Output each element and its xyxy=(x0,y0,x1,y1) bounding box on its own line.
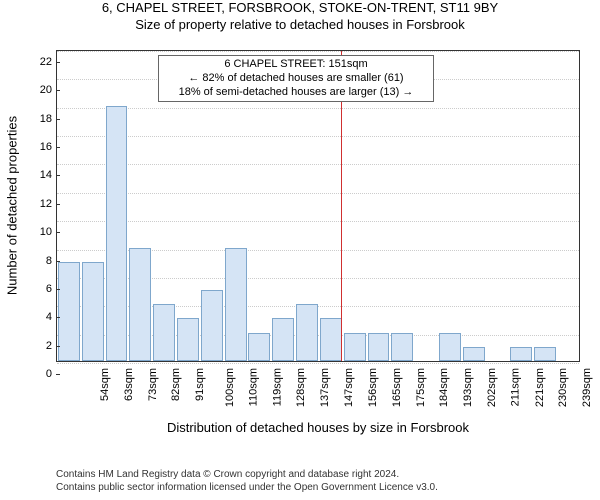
x-tick-label: 211sqm xyxy=(509,368,521,406)
gridline xyxy=(57,363,579,364)
x-tick-label: 202sqm xyxy=(486,368,498,407)
y-tick-label: 0 xyxy=(0,368,56,380)
x-tick-label: 184sqm xyxy=(439,368,451,407)
x-tick-label: 156sqm xyxy=(367,368,379,407)
bar xyxy=(201,290,223,361)
x-tick-label: 91sqm xyxy=(194,368,206,401)
y-tick-label: 22 xyxy=(0,56,56,68)
bar xyxy=(439,333,461,361)
bar xyxy=(296,304,318,361)
gridline xyxy=(57,193,579,194)
bar xyxy=(534,347,556,361)
footer-attribution: Contains HM Land Registry data © Crown c… xyxy=(56,468,438,494)
gridline xyxy=(57,136,579,137)
bar xyxy=(82,262,104,361)
bar xyxy=(463,347,485,361)
chart-title: 6, CHAPEL STREET, FORSBROOK, STOKE-ON-TR… xyxy=(0,0,600,15)
x-tick-label: 82sqm xyxy=(170,368,182,401)
y-tick-label: 14 xyxy=(0,169,56,181)
x-tick-label: 230sqm xyxy=(558,368,570,407)
x-tick-label: 63sqm xyxy=(123,368,135,401)
annotation-line: ← 82% of detached houses are smaller (61… xyxy=(165,72,427,86)
gridline xyxy=(57,164,579,165)
bar xyxy=(58,262,80,361)
gridline xyxy=(57,51,579,52)
x-tick-label: 147sqm xyxy=(343,368,355,407)
x-tick-label: 119sqm xyxy=(271,368,283,406)
footer-line: Contains public sector information licen… xyxy=(56,481,438,494)
x-tick-label: 54sqm xyxy=(99,368,111,401)
annotation-box: 6 CHAPEL STREET: 151sqm ← 82% of detache… xyxy=(158,55,434,102)
x-tick-label: 175sqm xyxy=(415,368,427,407)
chart-subtitle: Size of property relative to detached ho… xyxy=(0,17,600,32)
annotation-line: 6 CHAPEL STREET: 151sqm xyxy=(165,58,427,72)
bar xyxy=(153,304,175,361)
y-tick-label: 18 xyxy=(0,113,56,125)
x-tick-label: 239sqm xyxy=(581,368,593,407)
x-tick-label: 128sqm xyxy=(296,368,308,407)
x-tick-label: 165sqm xyxy=(391,368,403,407)
annotation-line: 18% of semi-detached houses are larger (… xyxy=(165,86,427,100)
x-tick-label: 193sqm xyxy=(462,368,474,407)
gridline xyxy=(57,108,579,109)
y-tick-label: 20 xyxy=(0,84,56,96)
y-tick-label: 6 xyxy=(0,283,56,295)
bar xyxy=(510,347,532,361)
x-tick-label: 110sqm xyxy=(247,368,259,406)
x-axis-label: Distribution of detached houses by size … xyxy=(56,420,580,435)
bar xyxy=(129,248,151,361)
chart-container: 6, CHAPEL STREET, FORSBROOK, STOKE-ON-TR… xyxy=(0,0,600,500)
x-tick-label: 221sqm xyxy=(534,368,546,407)
y-tick-label: 2 xyxy=(0,340,56,352)
bar xyxy=(320,318,342,361)
bar xyxy=(106,106,128,361)
bar xyxy=(225,248,247,361)
bar xyxy=(344,333,366,361)
bar xyxy=(272,318,294,361)
y-tick-label: 4 xyxy=(0,311,56,323)
y-tick-label: 12 xyxy=(0,198,56,210)
y-tick-label: 8 xyxy=(0,255,56,267)
y-tick-label: 10 xyxy=(0,226,56,238)
bar xyxy=(177,318,199,361)
bar xyxy=(248,333,270,361)
gridline xyxy=(57,221,579,222)
x-tick-label: 100sqm xyxy=(224,368,236,407)
bar xyxy=(391,333,413,361)
bar xyxy=(368,333,390,361)
footer-line: Contains HM Land Registry data © Crown c… xyxy=(56,468,438,481)
y-tick-label: 16 xyxy=(0,141,56,153)
x-tick-label: 137sqm xyxy=(319,368,331,407)
x-tick-label: 73sqm xyxy=(147,368,159,401)
